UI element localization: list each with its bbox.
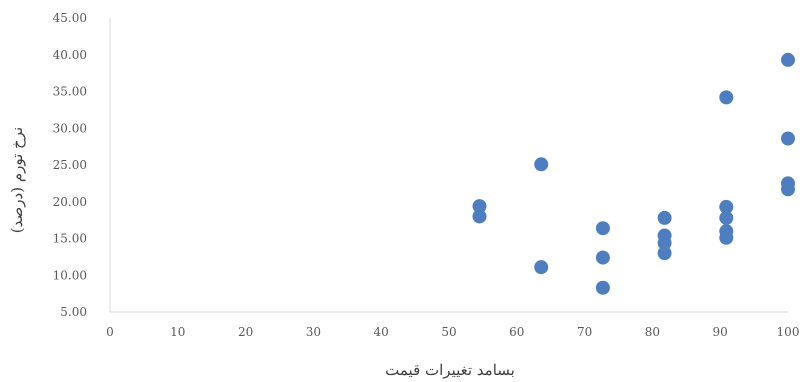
data-points: [472, 52, 795, 295]
data-point: [472, 199, 487, 214]
y-tick-label: 40.00: [53, 48, 87, 62]
x-tick-label: 20: [238, 325, 253, 339]
data-point: [595, 221, 610, 236]
x-tick-label: 90: [713, 325, 728, 339]
x-tick-label: 60: [509, 325, 524, 339]
x-tick-label: 50: [441, 325, 456, 339]
data-point: [719, 230, 734, 245]
data-point: [781, 52, 795, 67]
y-tick-label: 25.00: [53, 158, 87, 172]
y-tick-label: 30.00: [53, 121, 87, 135]
data-point: [534, 260, 549, 275]
y-tick-label: 35.00: [53, 85, 87, 99]
data-point: [719, 90, 734, 105]
y-tick-label: 45.00: [53, 11, 87, 25]
y-tick-label: 15.00: [53, 232, 87, 246]
x-tick-labels: 0 10 20 30 40 50 60 70 80 90 100: [106, 325, 799, 339]
data-point: [781, 131, 795, 146]
data-point: [657, 246, 672, 261]
data-point: [657, 210, 672, 225]
x-tick-label: 10: [170, 325, 185, 339]
x-tick-label: 80: [645, 325, 660, 339]
data-point: [534, 157, 549, 172]
y-axis-title: نرخ تورم (درصد): [8, 127, 26, 233]
x-tick-label: 40: [374, 325, 389, 339]
x-tick-label: 70: [577, 325, 592, 339]
x-tick-label: 100: [777, 325, 800, 339]
y-tick-label: 20.00: [53, 195, 87, 209]
data-point: [472, 209, 487, 224]
y-tick-label: 5.00: [60, 305, 87, 319]
y-tick-label: 10.00: [53, 268, 87, 282]
data-point: [657, 235, 672, 250]
x-tick-label: 30: [306, 325, 321, 339]
data-point: [595, 280, 610, 295]
data-point: [719, 210, 734, 225]
x-axis-title: بسامد تغییرات قیمت: [385, 361, 515, 379]
data-point: [781, 182, 795, 197]
y-tick-labels: 5.00 10.00 15.00 20.00 25.00 30.00 35.00 40.00 4…: [53, 11, 87, 319]
x-tick-label: 0: [106, 325, 114, 339]
data-point: [595, 250, 610, 265]
data-point: [719, 199, 734, 214]
